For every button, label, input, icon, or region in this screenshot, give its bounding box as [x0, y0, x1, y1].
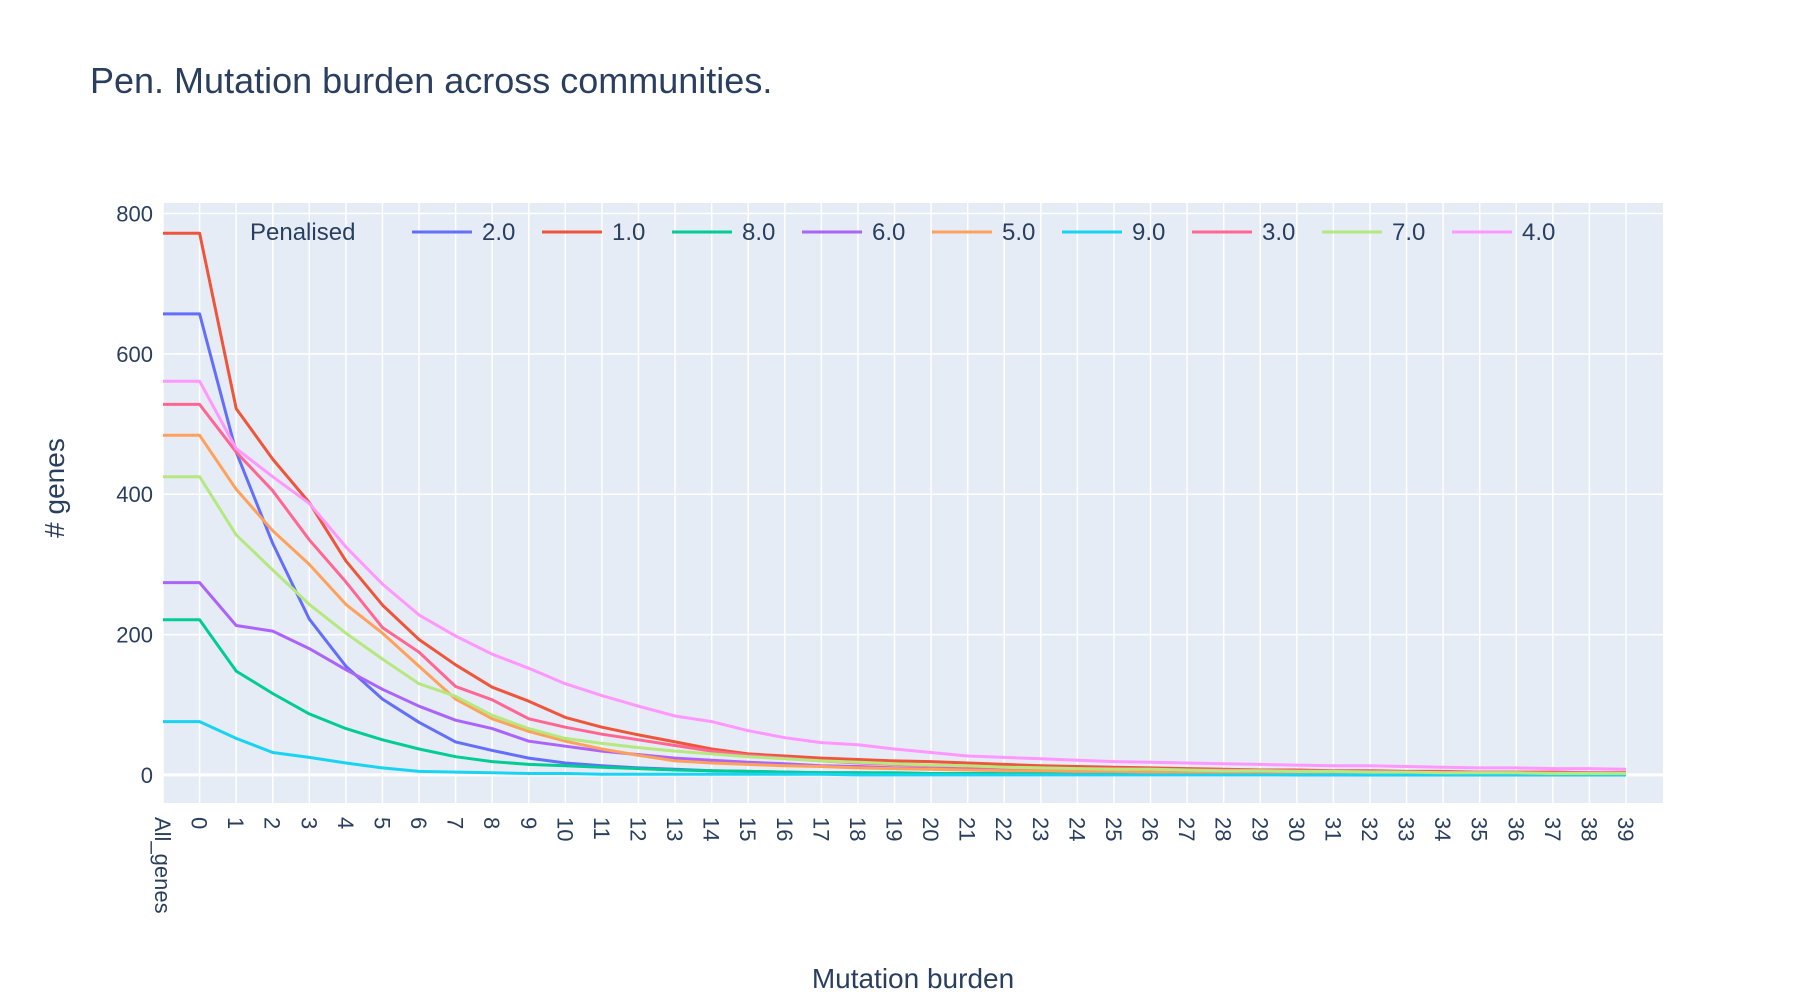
x-tick-label: 15 [735, 817, 760, 841]
plot-background [163, 203, 1663, 803]
legend-label: 6.0 [872, 219, 905, 246]
y-tick-label: 200 [116, 623, 153, 648]
legend-label: 2.0 [482, 219, 515, 246]
x-tick-label: 36 [1503, 817, 1528, 841]
x-tick-label: 8 [479, 817, 504, 829]
x-tick-label: 22 [991, 817, 1016, 841]
legend-label: 3.0 [1262, 219, 1295, 246]
x-tick-label: 31 [1320, 817, 1345, 841]
x-tick-label: 29 [1247, 817, 1272, 841]
x-tick-label: 18 [845, 817, 870, 841]
x-tick-label: 5 [369, 817, 394, 829]
x-tick-label: 32 [1357, 817, 1382, 841]
legend-label: 7.0 [1392, 219, 1425, 246]
y-tick-label: 800 [116, 202, 153, 227]
x-tick-label: 21 [955, 817, 980, 841]
x-tick-label: 3 [296, 817, 321, 829]
x-tick-label: 20 [918, 817, 943, 841]
x-tick-label: 37 [1540, 817, 1565, 841]
legend-label: 8.0 [742, 219, 775, 246]
legend-label: 5.0 [1002, 219, 1035, 246]
x-tick-label: 27 [1174, 817, 1199, 841]
x-tick-label: 6 [406, 817, 431, 829]
x-tick-label: 17 [808, 817, 833, 841]
x-tick-label: 2 [260, 817, 285, 829]
legend-title: Penalised [250, 219, 355, 246]
series-line-9.0 [163, 720, 1626, 777]
x-tick-label: 12 [625, 817, 650, 841]
x-tick-label: All_genes [150, 817, 175, 914]
legend-item-1.0[interactable]: 1.0 [542, 219, 645, 246]
x-tick-label: 14 [699, 817, 724, 841]
x-tick-label: 28 [1211, 817, 1236, 841]
axis-layer: All_genes 0 1 2 3 4 5 6 7 8 9 10 11 12 13 14 15 16 17 18 19 2… [116, 202, 1638, 914]
x-tick-label: 33 [1394, 817, 1419, 841]
x-tick-label: 23 [1028, 817, 1053, 841]
legend-item-3.0[interactable]: 3.0 [1192, 219, 1295, 246]
x-tick-label: 26 [1138, 817, 1163, 841]
legend-label: 9.0 [1132, 219, 1165, 246]
x-tick-label: 13 [662, 817, 687, 841]
x-tick-label: 9 [516, 817, 541, 829]
x-tick-label: 25 [1101, 817, 1126, 841]
y-tick-label: 600 [116, 342, 153, 367]
x-tick-label: 34 [1430, 817, 1455, 841]
legend-label: 4.0 [1522, 219, 1555, 246]
y-tick-label: 400 [116, 482, 153, 507]
legend-item-9.0[interactable]: 9.0 [1062, 219, 1165, 246]
x-tick-label: 30 [1284, 817, 1309, 841]
series-layer [163, 231, 1627, 777]
x-tick-label: 24 [1064, 817, 1089, 841]
legend-item-7.0[interactable]: 7.0 [1322, 219, 1425, 246]
x-tick-label: 10 [552, 817, 577, 841]
legend: Penalised 2.0 1.0 8.0 6.0 5.0 9.0 3.0 7.0 4.0 [250, 219, 1555, 246]
x-tick-label: 0 [187, 817, 212, 829]
x-tick-label: 4 [333, 817, 358, 829]
x-tick-label: 7 [443, 817, 468, 829]
x-tick-label: 38 [1576, 817, 1601, 841]
legend-label: 1.0 [612, 219, 645, 246]
y-tick-label: 0 [141, 763, 153, 788]
x-tick-label: 19 [882, 817, 907, 841]
x-tick-label: 16 [772, 817, 797, 841]
series-line-7.0 [163, 475, 1626, 775]
x-tick-label: 39 [1613, 817, 1638, 841]
legend-item-4.0[interactable]: 4.0 [1452, 219, 1555, 246]
legend-item-8.0[interactable]: 8.0 [672, 219, 775, 246]
x-tick-label: 1 [223, 817, 248, 829]
x-tick-label: 35 [1467, 817, 1492, 841]
legend-item-6.0[interactable]: 6.0 [802, 219, 905, 246]
series-line-4.0 [163, 379, 1627, 771]
chart-title: Pen. Mutation burden across communities. [90, 60, 773, 101]
legend-item-2.0[interactable]: 2.0 [412, 219, 515, 246]
x-tick-label: 11 [589, 817, 614, 840]
y-axis-title: # genes [39, 438, 70, 538]
x-axis-title: Mutation burden [812, 963, 1014, 994]
legend-item-5.0[interactable]: 5.0 [932, 219, 1035, 246]
